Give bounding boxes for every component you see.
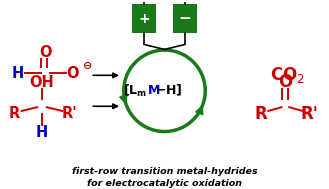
Text: $\bf{[L_m}$: $\bf{[L_m}$ [123,83,147,99]
Text: O: O [66,66,79,81]
Text: first-row transition metal-hydrides: first-row transition metal-hydrides [72,167,257,176]
Text: R': R' [62,106,77,121]
Bar [172,4,197,33]
Bar [132,4,156,33]
Text: H: H [12,66,24,81]
Text: $\bf{M}$: $\bf{M}$ [147,84,160,97]
Text: R: R [255,105,267,123]
Text: H: H [36,125,48,140]
Text: +: + [139,12,150,26]
Text: CO$_2$: CO$_2$ [270,65,304,85]
Text: O: O [39,45,51,60]
Text: $\bf{-H]}$: $\bf{-H]}$ [155,83,183,98]
Text: ⊖: ⊖ [83,61,93,71]
Text: R: R [9,106,20,121]
Text: for electrocatalytic oxidation: for electrocatalytic oxidation [87,179,242,188]
Text: −: − [178,11,191,26]
Text: O: O [278,73,292,91]
Text: OH: OH [30,75,54,90]
Text: R': R' [301,105,318,123]
